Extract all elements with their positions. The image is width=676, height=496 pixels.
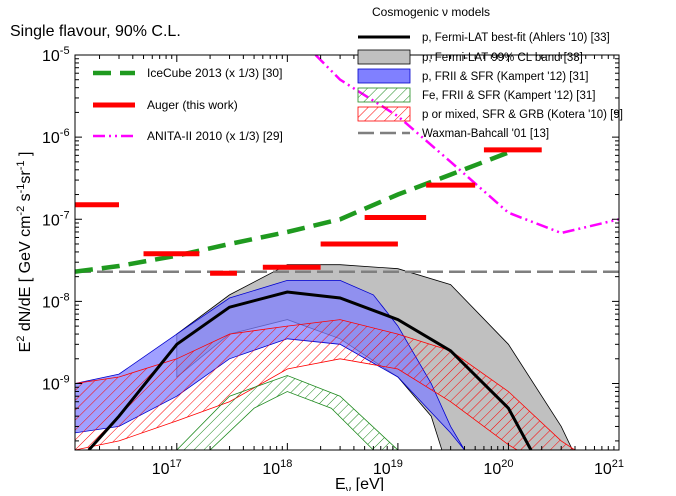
legend-right-label: p, Fermi-LAT 99% CL band [33] [422,52,583,64]
legend-right-swatch [357,87,411,103]
icecube-line [75,150,510,274]
x-tick-label: 1019 [373,458,403,478]
legend-right-swatch [357,68,411,84]
y-tick-label: 10-7 [42,209,70,229]
fermi-best-fit-line [87,290,533,450]
legend-right-title: Cosmogenic ν models [372,5,490,19]
legend-left-label: IceCube 2013 (x 1/3) [30] [147,66,282,80]
legend-right-label: Fe, FRII & SFR (Kampert '12) [31] [422,90,595,102]
legend-right-label: p or mixed, SFR & GRB (Kotera '10) [9] [422,109,623,121]
x-tick-label: 1018 [262,458,292,478]
legend-left: IceCube 2013 (x 1/3) [30] Auger (this wor… [93,66,283,143]
y-tick-label: 10-5 [42,45,70,65]
y-axis-label: E2 dN/dE [ GeV cm-2 s-1sr-1 ] [15,152,34,353]
kampert-fe-band [176,375,399,450]
x-axis-label: Eν [eV] [335,476,384,491]
legend-right-label: p, FRII & SFR (Kampert '12) [31] [422,71,588,83]
legend-right-swatch [357,49,411,65]
x-tick-label: 1021 [594,458,624,478]
legend-left-label: ANITA-II 2010 (x 1/3) [29] [147,129,283,143]
chart-title: Single flavour, 90% C.L. [10,23,181,40]
plot-frame [74,54,620,451]
y-tick-label: 10-8 [42,291,70,311]
legend-right-label: Waxman-Bahcall '01 [13] [422,128,549,140]
legend-left-label: Auger (this work) [147,98,238,112]
legend-right-swatch [357,106,411,122]
x-tick-label: 1020 [483,458,513,478]
x-tick-label: 1017 [152,458,182,478]
y-tick-label: 10-6 [42,127,70,147]
y-tick-label: 10-9 [42,374,70,394]
anita-line [314,55,619,235]
legend-right-label: p, Fermi-LAT best-fit (Ahlers '10) [33] [422,32,610,44]
legend-right: Cosmogenic ν models p, Fermi-LAT best-fi… [357,5,623,140]
